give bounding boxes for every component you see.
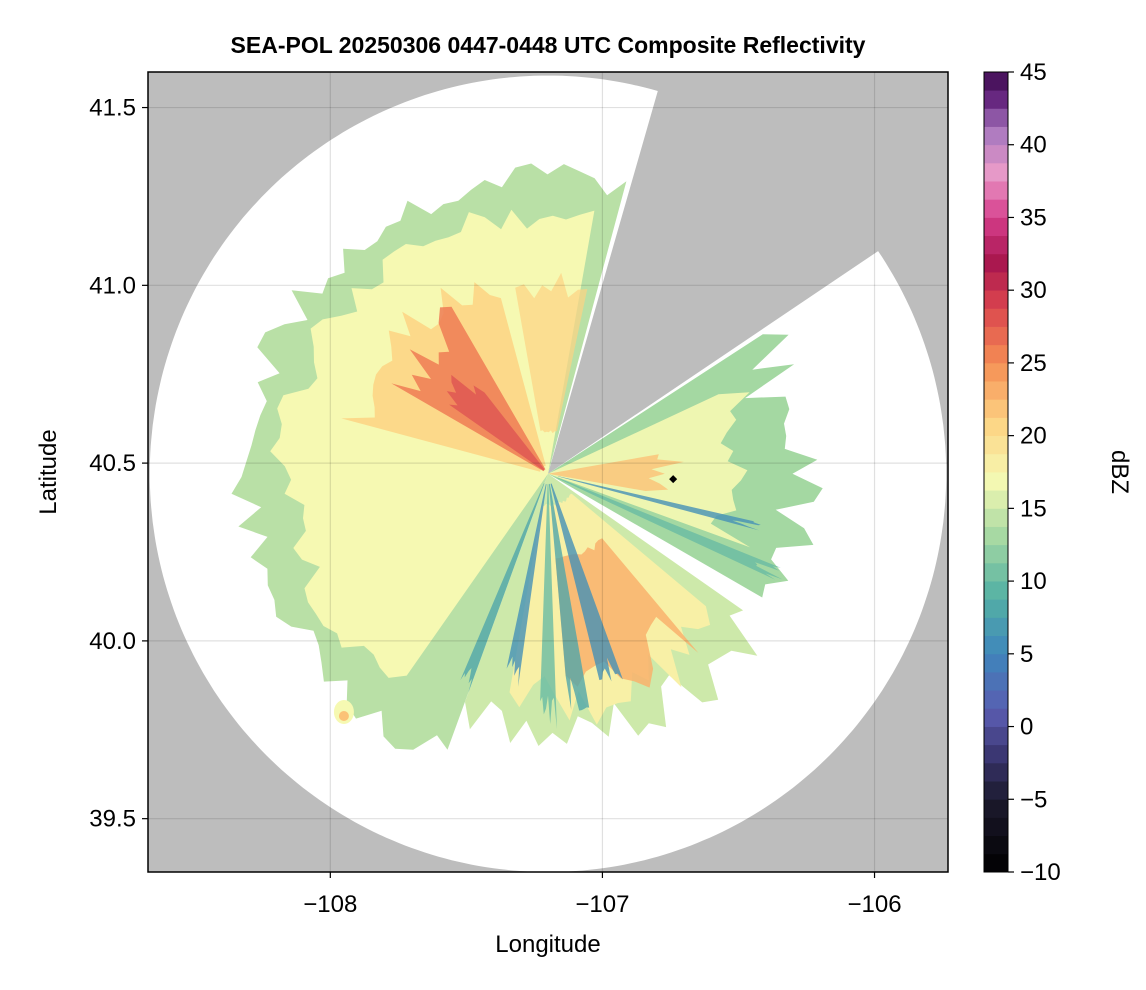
colorbar-band — [984, 381, 1008, 400]
plot-frame — [147, 71, 949, 873]
colorbar-band — [984, 617, 1008, 637]
colorbar-tick-label: 40 — [1020, 132, 1047, 159]
colorbar-band — [984, 108, 1008, 127]
echo-low-streak — [557, 477, 783, 580]
echo-low-streak — [550, 483, 623, 682]
colorbar-band — [984, 762, 1008, 782]
colorbar-band — [984, 235, 1008, 255]
colorbar-band — [984, 162, 1008, 182]
echo-low-streak — [540, 483, 557, 730]
colorbar-band — [984, 690, 1008, 709]
echo-north-core — [515, 272, 588, 434]
colorbar-band — [984, 399, 1008, 418]
y-tick-label: 41.0 — [89, 272, 136, 299]
colorbar-band — [984, 726, 1008, 746]
y-tick-label: 39.5 — [89, 806, 136, 833]
colorbar-tick-label: 15 — [1020, 495, 1047, 522]
colorbar-band — [984, 853, 1008, 873]
colorbar-band — [984, 708, 1008, 727]
colorbar-band — [984, 326, 1008, 346]
colorbar-band — [984, 744, 1008, 764]
colorbar-band — [984, 635, 1008, 655]
colorbar-band — [984, 308, 1008, 327]
colorbar-tick-label: 25 — [1020, 350, 1047, 377]
chart-title: SEA-POL 20250306 0447-0448 UTC Composite… — [230, 32, 866, 58]
y-tick-label: 41.5 — [89, 95, 136, 122]
echo-southeast-orange — [555, 538, 699, 688]
colorbar-band — [984, 290, 1008, 309]
colorbar-band — [984, 144, 1008, 164]
colorbar-band — [984, 72, 1008, 91]
colorbar-tick-label: 20 — [1020, 423, 1047, 450]
echo-small-southwest-core — [338, 711, 349, 721]
colorbar-tick-label: 5 — [1020, 641, 1033, 668]
colorbar-tick-label: 30 — [1020, 277, 1047, 304]
colorbar-tick-label: 10 — [1020, 568, 1047, 595]
station-marker — [669, 475, 678, 484]
y-axis-label: Latitude — [35, 429, 62, 514]
colorbar-band — [984, 199, 1008, 218]
echo-low-streak — [506, 483, 547, 687]
colorbar-band — [984, 90, 1008, 109]
grid-lines — [148, 72, 948, 872]
colorbar-band — [984, 217, 1008, 237]
y-tick-label: 40.5 — [89, 450, 136, 477]
y-tick-label: 40.0 — [89, 628, 136, 655]
colorbar-band — [984, 781, 1008, 800]
colorbar-band — [984, 835, 1008, 855]
colorbar-band — [984, 526, 1008, 546]
x-tick-label: −107 — [575, 891, 629, 918]
colorbar-band — [984, 362, 1008, 382]
echo-low-streak — [548, 483, 590, 711]
colorbar-band — [984, 562, 1008, 582]
echo-east-core — [548, 454, 684, 491]
colorbar-band — [984, 126, 1008, 146]
echo-low-streak — [460, 483, 545, 693]
colorbar-frame — [983, 71, 1009, 873]
colorbar-band — [984, 472, 1008, 491]
colorbar-band — [984, 417, 1008, 437]
colorbar: −10 −5 0 5 10 15 20 25 30 35 40 45 dBZ — [983, 59, 1133, 886]
x-axis-label: Longitude — [495, 931, 600, 958]
colorbar-tick-label: −5 — [1020, 786, 1047, 813]
colorbar-tick-label: 35 — [1020, 204, 1047, 231]
colorbar-band — [984, 272, 1008, 291]
colorbar-band — [984, 599, 1008, 618]
colorbar-band — [984, 799, 1008, 818]
colorbar-band — [984, 344, 1008, 364]
colorbar-ticks: −10 −5 0 5 10 15 20 25 30 35 40 45 — [1008, 59, 1061, 886]
echo-low-streak — [557, 476, 761, 531]
colorbar-label: dBZ — [1106, 450, 1133, 494]
colorbar-band — [984, 653, 1008, 673]
x-tick-label: −108 — [303, 891, 357, 918]
colorbar-bands — [984, 72, 1008, 873]
colorbar-band — [984, 453, 1008, 473]
y-axis-ticks: 39.5 40.0 40.5 41.0 41.5 — [89, 95, 148, 833]
colorbar-band — [984, 817, 1008, 837]
colorbar-band — [984, 490, 1008, 509]
colorbar-tick-label: 0 — [1020, 714, 1033, 741]
colorbar-band — [984, 435, 1008, 455]
plot-area — [148, 72, 948, 872]
colorbar-band — [984, 181, 1008, 200]
colorbar-band — [984, 508, 1008, 527]
x-axis-ticks: −108 −107 −106 — [303, 872, 902, 918]
colorbar-tick-label: 45 — [1020, 59, 1047, 86]
echo-west-peak — [446, 374, 545, 471]
colorbar-band — [984, 581, 1008, 600]
colorbar-band — [984, 672, 1008, 691]
echo-west-yellow — [270, 209, 595, 678]
colorbar-tick-label: −10 — [1020, 859, 1061, 886]
reflectivity-echoes — [231, 163, 823, 750]
colorbar-band — [984, 253, 1008, 273]
colorbar-band — [984, 544, 1008, 564]
x-tick-label: −106 — [847, 891, 901, 918]
